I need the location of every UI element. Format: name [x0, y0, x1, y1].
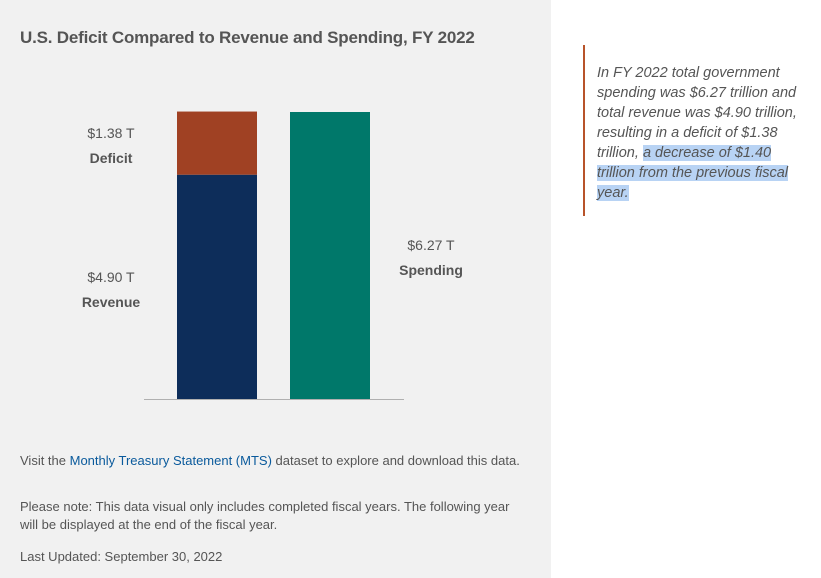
callout-text-plain: In FY 2022 total government spending was… [597, 65, 797, 161]
callout-text: In FY 2022 total government spending was… [597, 63, 807, 203]
chart-svg: $1.38 T Deficit $4.90 T Revenue $6.27 T … [82, 111, 463, 400]
chart-title: U.S. Deficit Compared to Revenue and Spe… [20, 28, 475, 47]
summary-callout: In FY 2022 total government spending was… [583, 45, 803, 216]
mts-dataset-link[interactable]: Monthly Treasury Statement (MTS) [69, 453, 272, 468]
bar-spending [290, 112, 370, 399]
revenue-value-label: $4.90 T [87, 269, 135, 285]
deficit-category-label: Deficit [90, 150, 133, 166]
last-updated: Last Updated: September 30, 2022 [20, 549, 223, 564]
visit-suffix: dataset to explore and download this dat… [271, 453, 520, 468]
spending-value-label: $6.27 T [407, 237, 455, 253]
revenue-category-label: Revenue [82, 294, 141, 310]
deficit-value-label: $1.38 T [87, 125, 135, 141]
fiscal-year-note: Please note: This data visual only inclu… [20, 499, 510, 532]
bar-deficit [177, 111, 257, 175]
chart-panel: U.S. Deficit Compared to Revenue and Spe… [0, 0, 551, 578]
visit-prefix: Visit the [20, 453, 70, 468]
bar-revenue [177, 174, 257, 399]
dataset-note: Visit the Monthly Treasury Statement (MT… [20, 452, 530, 470]
spending-category-label: Spending [399, 262, 463, 278]
